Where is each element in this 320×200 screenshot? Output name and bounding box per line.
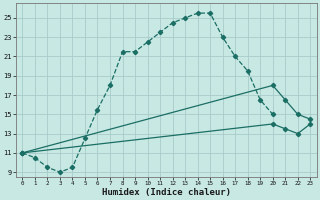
X-axis label: Humidex (Indice chaleur): Humidex (Indice chaleur) — [102, 188, 231, 197]
